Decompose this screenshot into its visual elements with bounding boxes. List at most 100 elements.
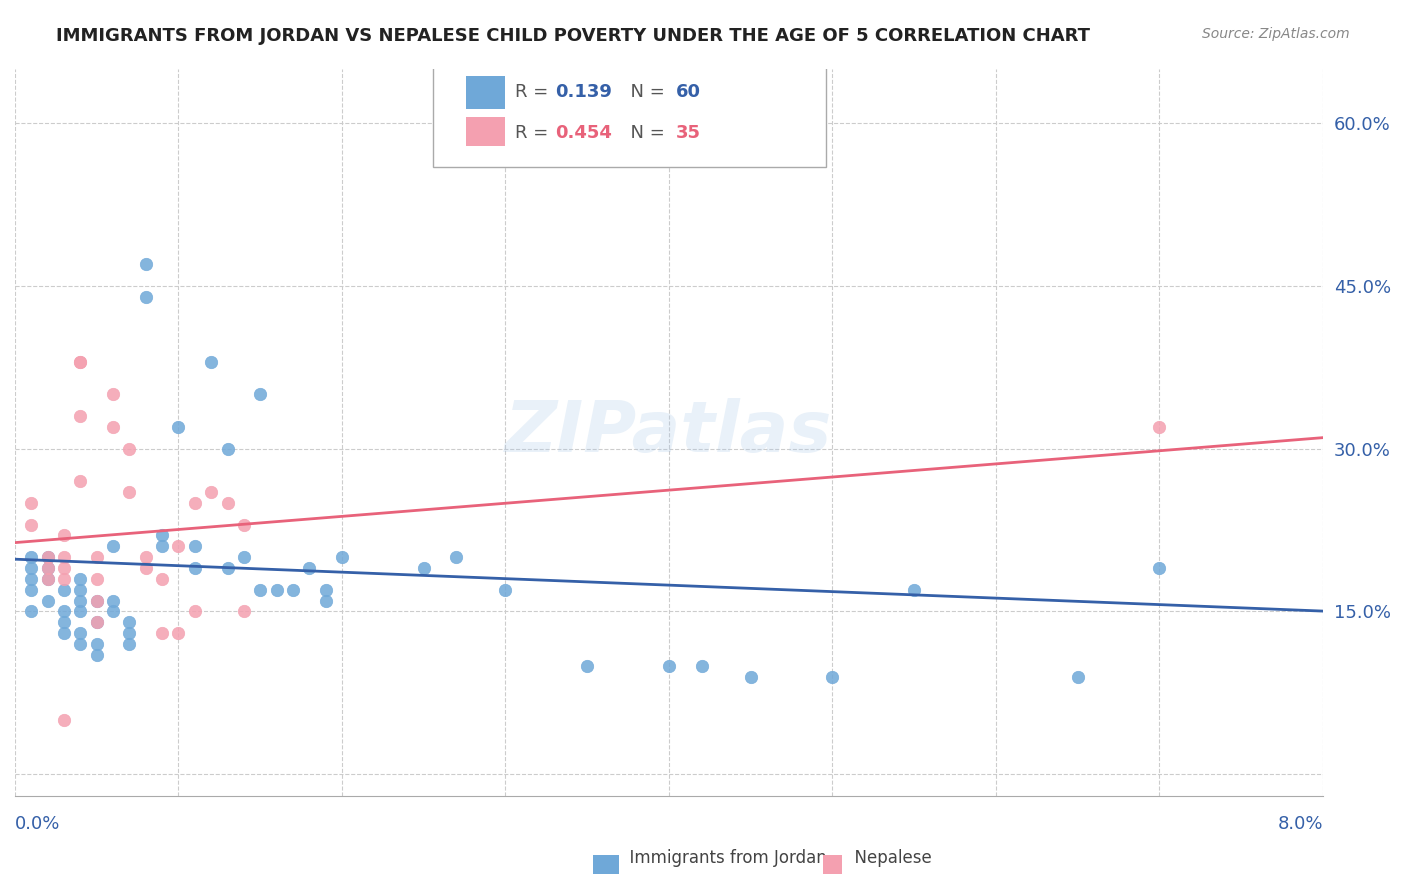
Point xyxy=(1066,669,1088,683)
Point xyxy=(69,582,91,597)
Point xyxy=(86,615,108,630)
Point xyxy=(298,561,321,575)
Point xyxy=(69,572,91,586)
Text: ZIPatlas: ZIPatlas xyxy=(505,398,832,467)
Text: R =: R = xyxy=(515,123,554,142)
Point xyxy=(53,572,76,586)
Text: 35: 35 xyxy=(675,123,700,142)
Point xyxy=(135,561,157,575)
Point xyxy=(903,582,925,597)
Point xyxy=(101,539,124,553)
Point xyxy=(118,637,141,651)
Point xyxy=(37,550,59,565)
Point xyxy=(461,116,484,130)
Point xyxy=(494,582,516,597)
Point xyxy=(37,561,59,575)
Point xyxy=(86,550,108,565)
Point xyxy=(150,528,173,542)
Text: IMMIGRANTS FROM JORDAN VS NEPALESE CHILD POVERTY UNDER THE AGE OF 5 CORRELATION : IMMIGRANTS FROM JORDAN VS NEPALESE CHILD… xyxy=(56,27,1090,45)
Point xyxy=(821,669,844,683)
Point xyxy=(20,517,42,532)
Point xyxy=(150,572,173,586)
Point xyxy=(53,604,76,618)
Point xyxy=(69,354,91,368)
Point xyxy=(37,572,59,586)
Point xyxy=(20,561,42,575)
Text: 0.454: 0.454 xyxy=(555,123,612,142)
Point xyxy=(150,626,173,640)
Point xyxy=(20,582,42,597)
Point xyxy=(69,604,91,618)
Point xyxy=(200,485,222,500)
Point xyxy=(184,496,207,510)
Point xyxy=(167,626,190,640)
Point xyxy=(101,593,124,607)
Point xyxy=(20,550,42,565)
Point xyxy=(118,626,141,640)
Point xyxy=(200,354,222,368)
FancyBboxPatch shape xyxy=(433,62,825,167)
Point xyxy=(217,496,239,510)
Point xyxy=(184,561,207,575)
Point xyxy=(249,387,271,401)
Point xyxy=(86,637,108,651)
Point xyxy=(249,582,271,597)
Text: Source: ZipAtlas.com: Source: ZipAtlas.com xyxy=(1202,27,1350,41)
Text: N =: N = xyxy=(619,123,671,142)
Point xyxy=(69,474,91,488)
Point xyxy=(315,593,337,607)
Point xyxy=(184,539,207,553)
Point xyxy=(315,582,337,597)
Point xyxy=(1149,419,1171,434)
Point xyxy=(37,561,59,575)
Text: 60: 60 xyxy=(675,83,700,101)
Point xyxy=(69,637,91,651)
Point xyxy=(135,550,157,565)
Text: 0.139: 0.139 xyxy=(555,83,612,101)
Point xyxy=(69,409,91,423)
Point xyxy=(101,387,124,401)
Point xyxy=(135,257,157,271)
Point xyxy=(101,419,124,434)
Point xyxy=(37,572,59,586)
Point xyxy=(53,626,76,640)
Point xyxy=(167,419,190,434)
Text: R =: R = xyxy=(515,83,554,101)
Point xyxy=(69,626,91,640)
Point xyxy=(20,604,42,618)
Point xyxy=(281,582,304,597)
Point xyxy=(53,550,76,565)
Point xyxy=(167,539,190,553)
Point xyxy=(446,550,468,565)
Point xyxy=(53,528,76,542)
Point xyxy=(69,593,91,607)
Point xyxy=(118,442,141,456)
Point xyxy=(576,658,599,673)
Point xyxy=(69,354,91,368)
Point xyxy=(37,550,59,565)
Point xyxy=(53,582,76,597)
Point xyxy=(217,561,239,575)
Point xyxy=(101,604,124,618)
Point xyxy=(658,658,681,673)
Point xyxy=(1149,561,1171,575)
Point xyxy=(118,485,141,500)
Point xyxy=(266,582,288,597)
Point xyxy=(150,539,173,553)
Point xyxy=(135,289,157,303)
Point xyxy=(232,550,254,565)
Text: N =: N = xyxy=(619,83,671,101)
Point xyxy=(232,517,254,532)
Text: Immigrants from Jordan: Immigrants from Jordan xyxy=(619,849,827,867)
Point xyxy=(86,593,108,607)
Point xyxy=(412,561,434,575)
Point xyxy=(184,604,207,618)
Point xyxy=(86,572,108,586)
Point xyxy=(20,572,42,586)
Point xyxy=(217,442,239,456)
Point xyxy=(20,496,42,510)
Text: 8.0%: 8.0% xyxy=(1277,815,1323,833)
Point xyxy=(86,615,108,630)
Bar xyxy=(467,76,505,109)
Bar xyxy=(467,117,505,146)
